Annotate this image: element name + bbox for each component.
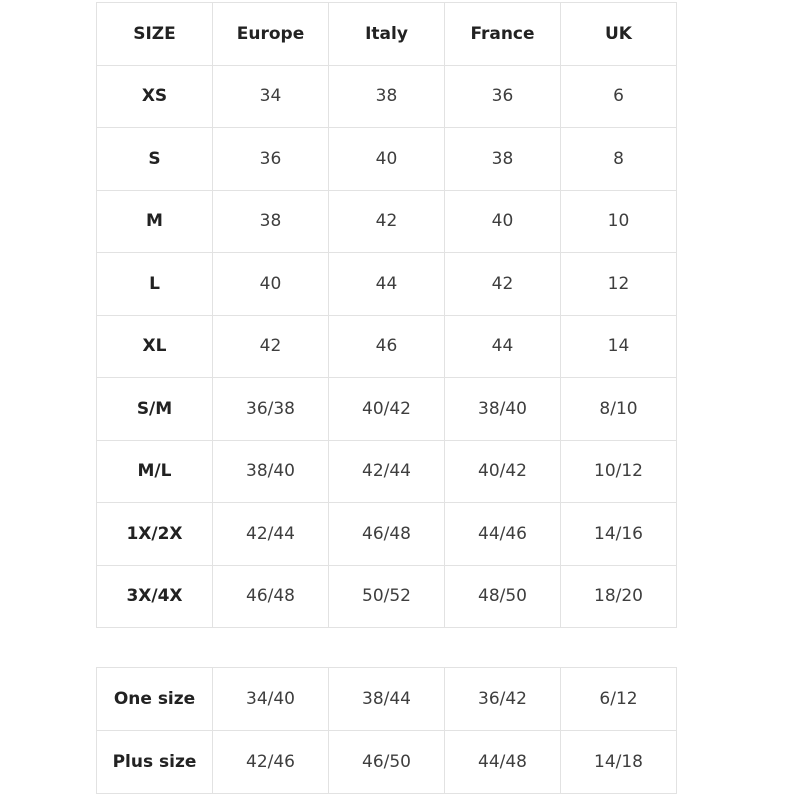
size-value-cell: 40 <box>328 127 445 191</box>
size-label-cell: S/M <box>96 377 213 441</box>
size-value-cell: 44 <box>444 314 561 378</box>
size-value-cell: 38 <box>328 64 445 128</box>
size-value-cell: 44/48 <box>444 730 561 794</box>
table-row: Plus size 42/46 46/50 44/48 14/18 <box>96 730 677 794</box>
size-value-cell: 36 <box>444 64 561 128</box>
size-value-cell: 42 <box>444 252 561 316</box>
size-value-cell: 44/46 <box>444 502 561 566</box>
size-value-cell: 44 <box>328 252 445 316</box>
size-value-cell: 50/52 <box>328 564 445 628</box>
special-sizes-table: One size 34/40 38/44 36/42 6/12 Plus size 42/4… <box>96 667 677 794</box>
size-label-cell: XS <box>96 64 213 128</box>
column-header: Italy <box>328 2 445 66</box>
table-row: L 40 44 42 12 <box>96 252 677 316</box>
size-label-cell: S <box>96 127 213 191</box>
column-header: Europe <box>212 2 329 66</box>
size-value-cell: 14/16 <box>560 502 677 566</box>
size-value-cell: 10/12 <box>560 439 677 503</box>
table-row: S/M 36/38 40/42 38/40 8/10 <box>96 377 677 441</box>
size-value-cell: 8/10 <box>560 377 677 441</box>
size-value-cell: 42 <box>328 189 445 253</box>
size-value-cell: 36/42 <box>444 667 561 731</box>
size-value-cell: 12 <box>560 252 677 316</box>
size-value-cell: 8 <box>560 127 677 191</box>
table-row: XL 42 46 44 14 <box>96 314 677 378</box>
size-value-cell: 38 <box>444 127 561 191</box>
size-value-cell: 38/40 <box>212 439 329 503</box>
table-row: M/L 38/40 42/44 40/42 10/12 <box>96 439 677 503</box>
size-label-cell: M/L <box>96 439 213 503</box>
size-value-cell: 38 <box>212 189 329 253</box>
size-value-cell: 18/20 <box>560 564 677 628</box>
size-value-cell: 36/38 <box>212 377 329 441</box>
size-value-cell: 36 <box>212 127 329 191</box>
table-row: S 36 40 38 8 <box>96 127 677 191</box>
size-value-cell: 40/42 <box>328 377 445 441</box>
size-value-cell: 40 <box>444 189 561 253</box>
size-label-cell: Plus size <box>96 730 213 794</box>
size-value-cell: 6 <box>560 64 677 128</box>
size-value-cell: 42/44 <box>328 439 445 503</box>
size-label-cell: L <box>96 252 213 316</box>
size-value-cell: 38/44 <box>328 667 445 731</box>
column-header: France <box>444 2 561 66</box>
column-header: SIZE <box>96 2 213 66</box>
size-value-cell: 14/18 <box>560 730 677 794</box>
size-value-cell: 42 <box>212 314 329 378</box>
size-value-cell: 40/42 <box>444 439 561 503</box>
size-label-cell: 1X/2X <box>96 502 213 566</box>
size-value-cell: 10 <box>560 189 677 253</box>
size-value-cell: 34 <box>212 64 329 128</box>
size-value-cell: 6/12 <box>560 667 677 731</box>
size-value-cell: 46 <box>328 314 445 378</box>
size-value-cell: 46/48 <box>328 502 445 566</box>
size-value-cell: 42/44 <box>212 502 329 566</box>
table-row: M 38 42 40 10 <box>96 189 677 253</box>
size-value-cell: 48/50 <box>444 564 561 628</box>
size-value-cell: 46/48 <box>212 564 329 628</box>
size-value-cell: 14 <box>560 314 677 378</box>
size-label-cell: 3X/4X <box>96 564 213 628</box>
table-row: 3X/4X 46/48 50/52 48/50 18/20 <box>96 564 677 628</box>
size-value-cell: 42/46 <box>212 730 329 794</box>
table-row: 1X/2X 42/44 46/48 44/46 14/16 <box>96 502 677 566</box>
size-chart-table: SIZE Europe Italy France UK XS 34 38 36 6 S 36 40 38… <box>96 2 677 628</box>
table-row: XS 34 38 36 6 <box>96 64 677 128</box>
size-value-cell: 34/40 <box>212 667 329 731</box>
size-value-cell: 46/50 <box>328 730 445 794</box>
header-row: SIZE Europe Italy France UK <box>96 2 677 66</box>
size-value-cell: 40 <box>212 252 329 316</box>
column-header: UK <box>560 2 677 66</box>
size-label-cell: One size <box>96 667 213 731</box>
table-row: One size 34/40 38/44 36/42 6/12 <box>96 667 677 731</box>
size-value-cell: 38/40 <box>444 377 561 441</box>
size-label-cell: M <box>96 189 213 253</box>
size-label-cell: XL <box>96 314 213 378</box>
